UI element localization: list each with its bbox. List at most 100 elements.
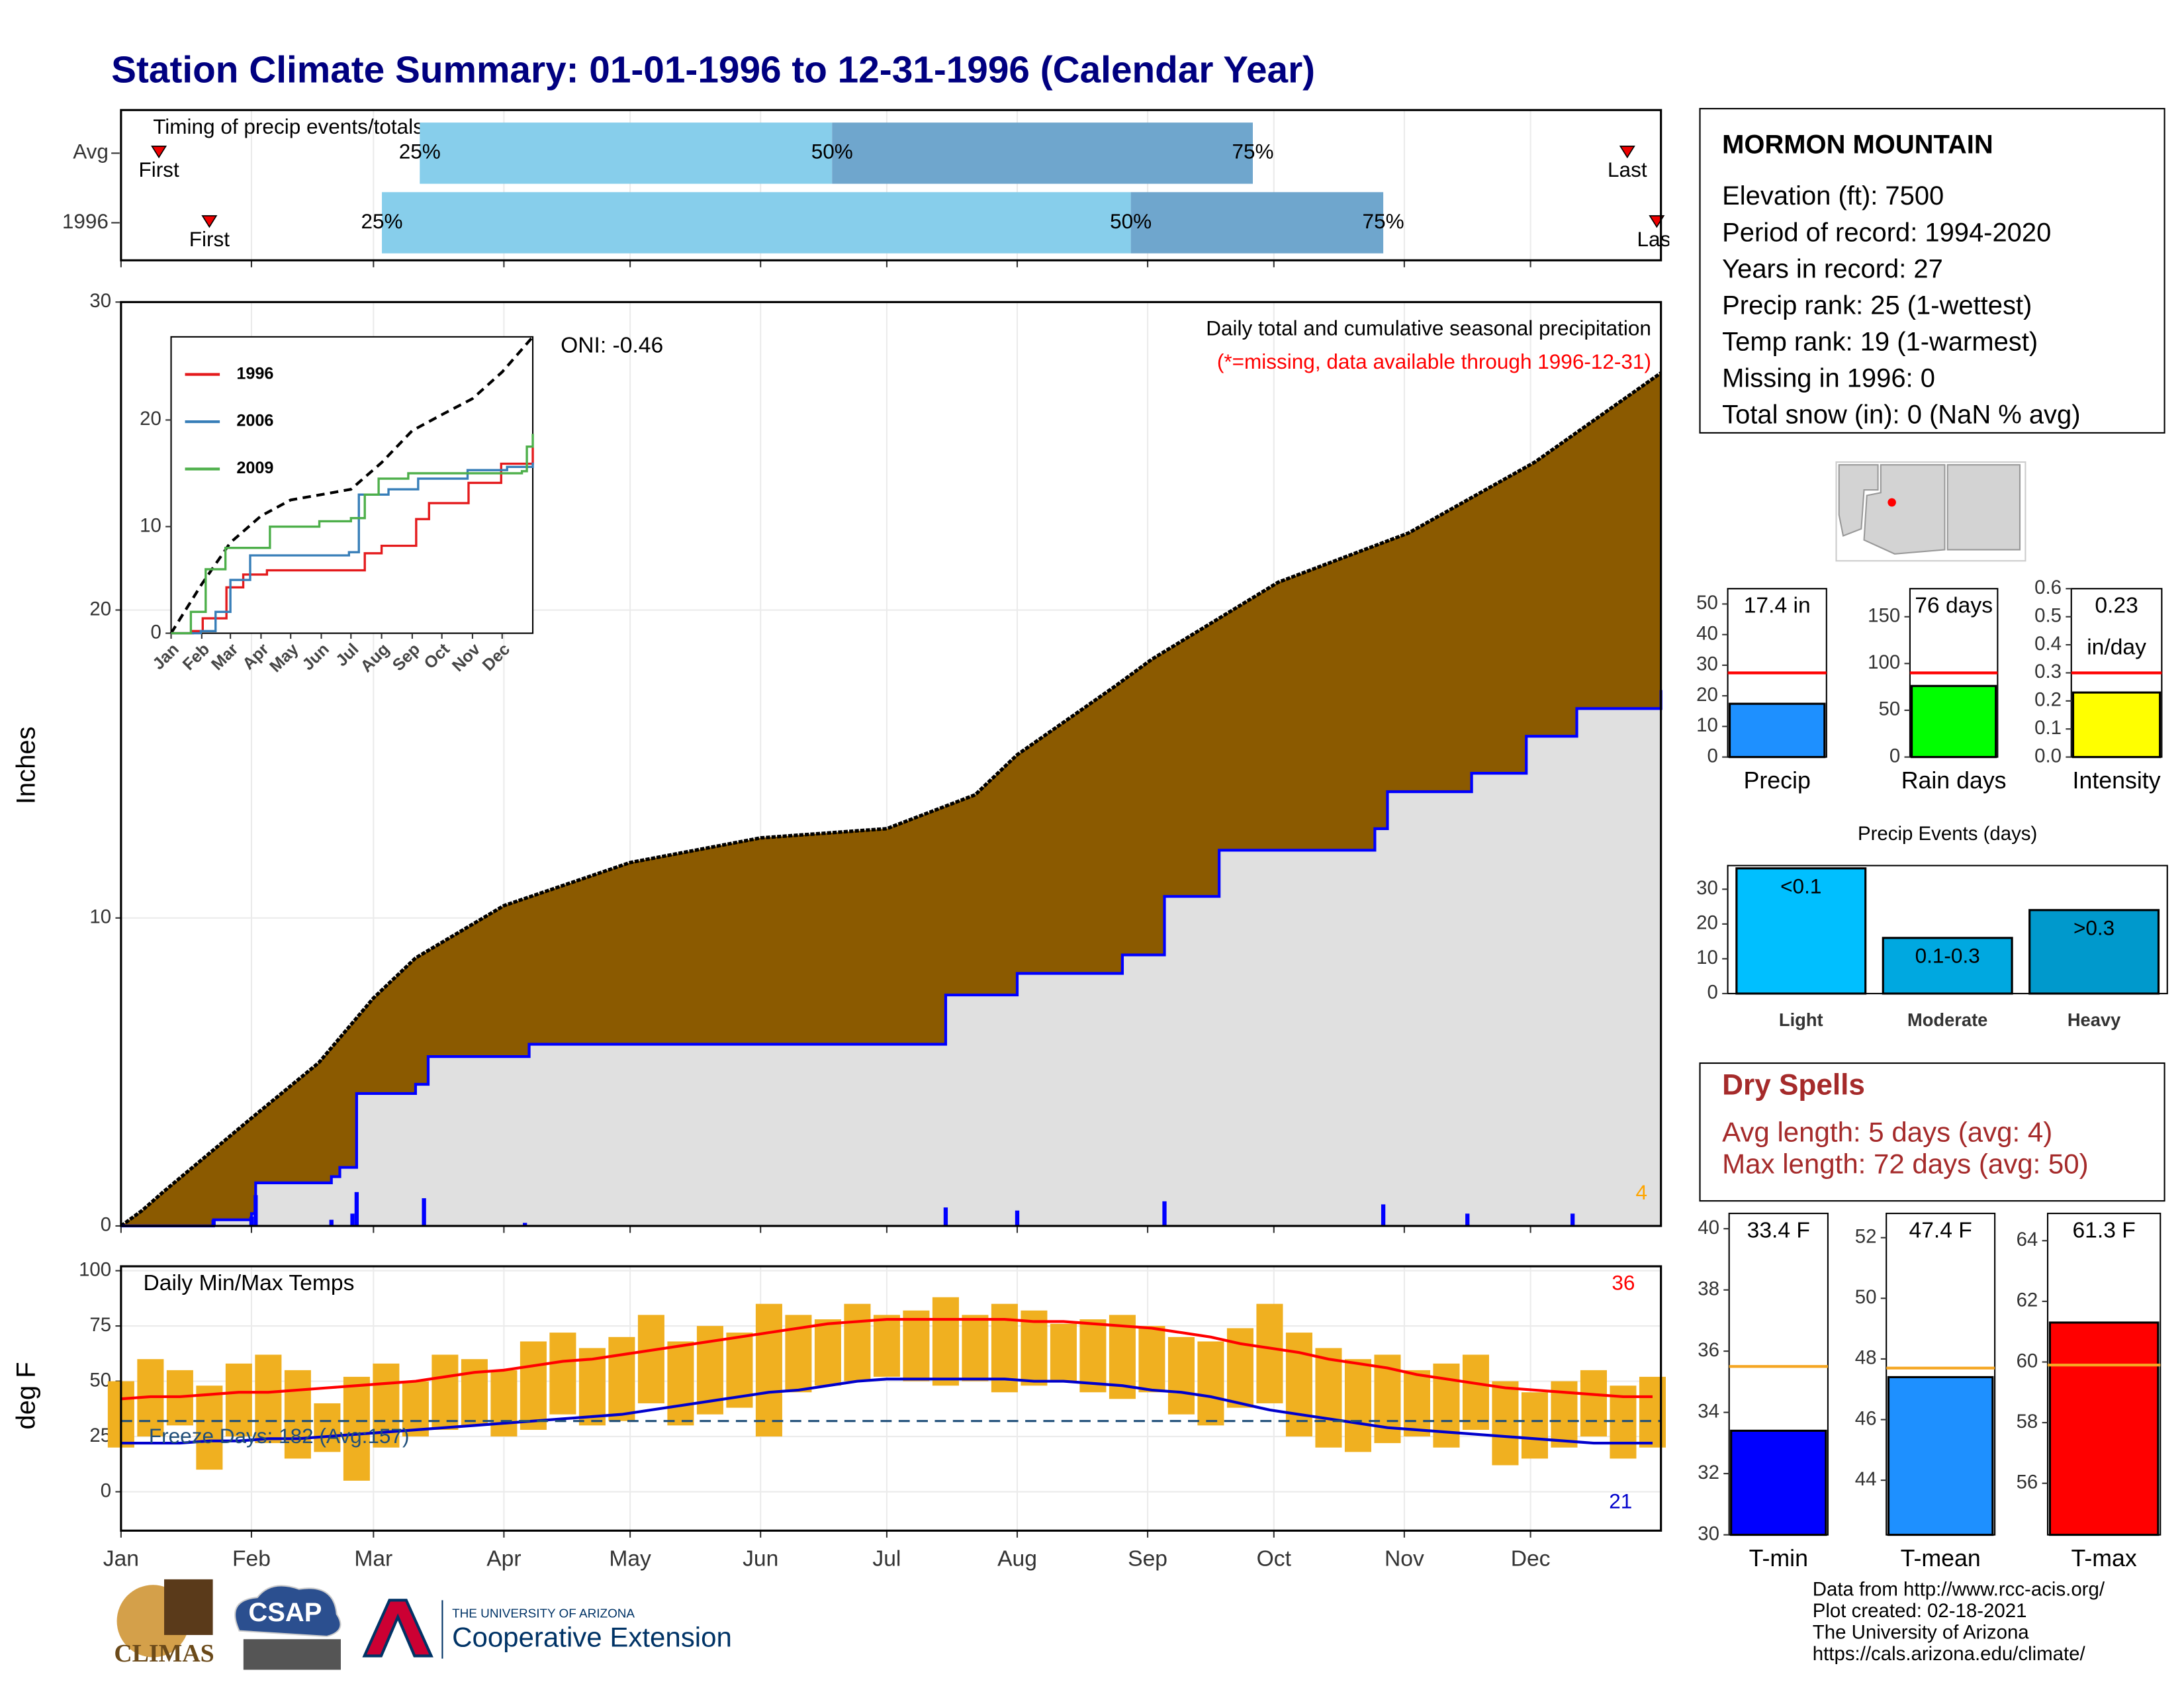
- daily-temp-bar: [1138, 1326, 1165, 1393]
- station-line: Elevation (ft): 7500: [1722, 181, 1944, 211]
- station-line: Precip rank: 25 (1-wettest): [1722, 291, 2032, 320]
- daily-temp-bar: [1079, 1319, 1107, 1393]
- y-tick-label: 25: [89, 1425, 111, 1446]
- legend-label: 2009: [236, 459, 273, 477]
- daily-temp-bar: [225, 1363, 252, 1437]
- y-tick-label: 20: [140, 408, 161, 430]
- timing-bar: [382, 192, 1131, 254]
- legend-label: 1996: [236, 364, 273, 383]
- y-axis-label: Inches: [12, 726, 41, 804]
- timing-bar: [832, 122, 1253, 184]
- category-label: Intensity: [2073, 767, 2161, 794]
- dry-spells-title: Dry Spells: [1722, 1068, 1865, 1101]
- y-tick-label: 50: [1878, 698, 1900, 720]
- category-label: T-min: [1749, 1545, 1808, 1571]
- x-tick-label: Feb: [232, 1546, 271, 1571]
- y-tick-label: 10: [140, 514, 161, 536]
- x-tick-label: Apr: [486, 1546, 521, 1571]
- daily-precip-bar: [329, 1219, 334, 1226]
- avg-temp-line: [120, 1317, 1653, 1401]
- x-tick-label: Jun: [743, 1546, 778, 1571]
- daily-temp-bar: [1197, 1341, 1224, 1426]
- value-label: 33.4 F: [1747, 1218, 1810, 1243]
- event-label: Last: [1608, 158, 1647, 181]
- x-tick-label: May: [609, 1546, 651, 1571]
- daily-temp-bar: [402, 1381, 429, 1437]
- daily-temp-bar: [667, 1341, 694, 1426]
- bar: [2048, 1321, 2160, 1536]
- y-tick-label: 20: [89, 598, 111, 620]
- logos: CLIMAS CSAP THE UNIVERSITY OF ARIZONA Co…: [114, 1579, 732, 1670]
- daily-temp-bar: [1580, 1370, 1607, 1437]
- plot-border: [120, 301, 1662, 1227]
- daily-precip-bar: [211, 1219, 216, 1226]
- daily-temp-bar: [432, 1354, 459, 1430]
- y-tick-label: 0.0: [2034, 745, 2062, 767]
- daily-temp-bar: [1167, 1336, 1195, 1415]
- avg-temp-line: [120, 1378, 1653, 1445]
- bar: [2028, 909, 2160, 995]
- bar: [1887, 1376, 1994, 1536]
- daily-temp-bar: [520, 1341, 547, 1430]
- y-tick-label: 0.4: [2034, 633, 2062, 655]
- count-label: 4: [1635, 1180, 1647, 1204]
- panel-title: Precip Events (days): [1858, 823, 2037, 845]
- event-marker: [1619, 146, 1635, 159]
- daily-precip-bar: [249, 1217, 254, 1226]
- value-label: 47.4 F: [1909, 1218, 1972, 1243]
- station-line: Missing in 1996: 0: [1722, 364, 1935, 393]
- daily-temp-bar: [196, 1385, 223, 1470]
- y-tick-label: 40: [1696, 622, 1718, 644]
- category-label: T-max: [2071, 1545, 2137, 1571]
- daily-temp-bar: [637, 1315, 664, 1403]
- y-tick-label: 150: [1868, 604, 1900, 626]
- y-tick-label: 0.6: [2034, 577, 2062, 598]
- value-label: 0.1-0.3: [1915, 944, 1980, 968]
- category-label: Light: [1779, 1009, 1823, 1030]
- y-tick-label: 32: [1698, 1462, 1719, 1483]
- bar: [1882, 937, 2013, 995]
- value-label: <0.1: [1780, 874, 1821, 898]
- y-tick-label: 40: [1698, 1217, 1719, 1239]
- daily-precip-bar: [1570, 1213, 1575, 1226]
- quantile-label: 50%: [811, 140, 853, 164]
- y-tick-label: 0: [1889, 745, 1900, 767]
- daily-precip-bar: [523, 1223, 527, 1226]
- event-marker: [151, 146, 167, 159]
- y-tick-label: 60: [2017, 1350, 2038, 1372]
- value-label: 17.4 in: [1744, 594, 1811, 618]
- y-tick-label: 20: [1696, 684, 1718, 706]
- y-tick-label: 50: [89, 1369, 111, 1391]
- category-label: Heavy: [2068, 1009, 2121, 1030]
- subtitle: Daily total and cumulative seasonal prec…: [1206, 316, 1651, 340]
- timing-title: Timing of precip events/totals: [153, 115, 424, 138]
- x-tick-label: Oct: [1257, 1546, 1292, 1571]
- y-tick-label: 52: [1855, 1225, 1877, 1247]
- high-count: 36: [1612, 1271, 1635, 1295]
- daily-temp-bar: [490, 1370, 518, 1437]
- daily-temp-bar: [343, 1376, 370, 1481]
- daily-temp-bar: [844, 1303, 871, 1382]
- quantile-label: 75%: [1363, 209, 1404, 233]
- daily-precip-bar: [1381, 1204, 1386, 1226]
- category-label: T-mean: [1901, 1545, 1981, 1571]
- note: (*=missing, data available through 1996-…: [1217, 350, 1651, 373]
- y-tick-label: 100: [79, 1258, 111, 1280]
- daily-temp-bar: [284, 1370, 311, 1459]
- plot-border: [120, 109, 1662, 261]
- x-tick-label: Sep: [1128, 1546, 1167, 1571]
- daily-temp-bar: [1021, 1310, 1048, 1386]
- y-tick-label: 44: [1855, 1468, 1877, 1490]
- daily-temp-bar: [1315, 1348, 1342, 1448]
- category-label: Moderate: [1907, 1009, 1987, 1030]
- y-tick-label: 30: [1696, 877, 1718, 899]
- y-tick-label: 30: [1696, 653, 1718, 675]
- y-tick-label: 30: [1698, 1523, 1719, 1544]
- low-count: 21: [1609, 1489, 1632, 1513]
- logo-text: THE UNIVERSITY OF ARIZONA: [452, 1607, 635, 1620]
- dry-spells-line: Avg length: 5 days (avg: 4): [1722, 1116, 2052, 1147]
- legend-label: 2006: [236, 412, 273, 430]
- daily-precip-bar: [943, 1207, 948, 1226]
- plot-border: [120, 1265, 1662, 1532]
